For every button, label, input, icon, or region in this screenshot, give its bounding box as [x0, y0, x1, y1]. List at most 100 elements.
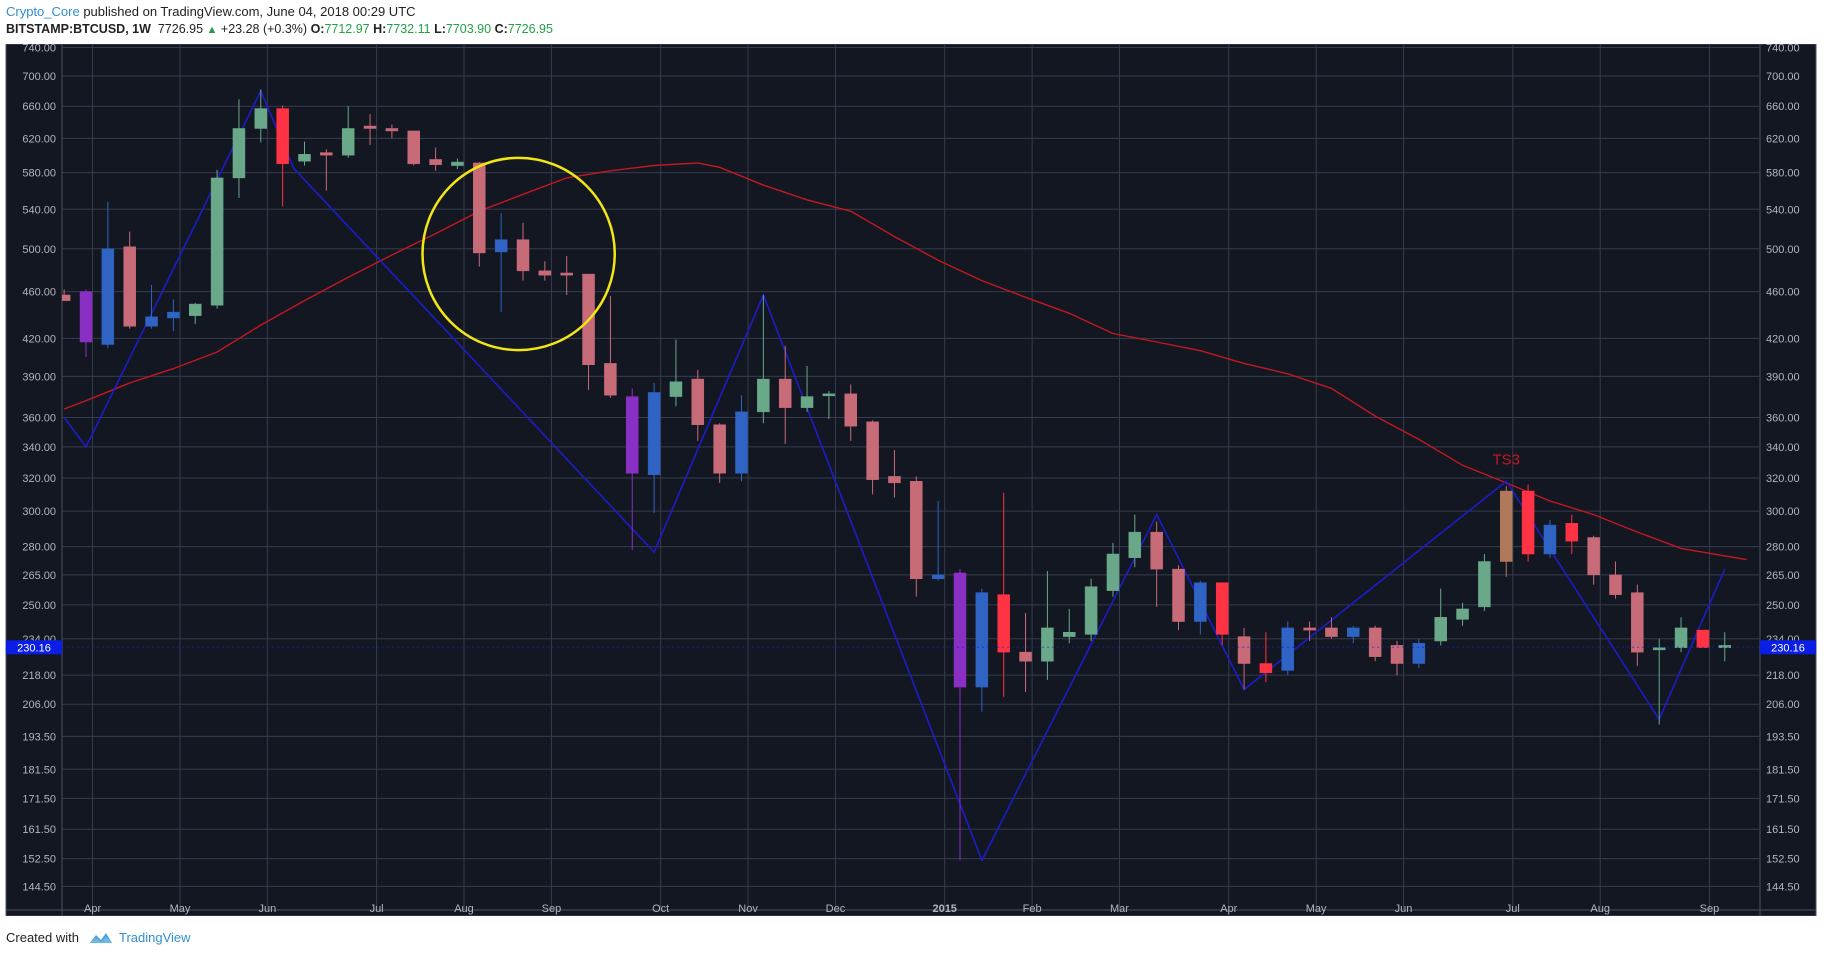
- candle[interactable]: [232, 99, 246, 198]
- candle[interactable]: [1587, 535, 1600, 585]
- y-tick-label-right: 360.00: [1766, 413, 1800, 425]
- y-tick-label-right: 700.00: [1766, 71, 1800, 83]
- candle[interactable]: [1456, 602, 1469, 626]
- candlestick-chart[interactable]: 740.00 740.00 700.00 700.00 660.00 660.00 620.…: [0, 44, 1824, 916]
- candle[interactable]: [778, 345, 792, 444]
- candle-body: [844, 393, 857, 427]
- candle[interactable]: [341, 106, 355, 158]
- candle[interactable]: [1106, 542, 1120, 597]
- candle[interactable]: [1347, 625, 1360, 644]
- candle[interactable]: [844, 384, 857, 441]
- candle-body: [298, 154, 311, 162]
- candle-body: [1478, 561, 1491, 608]
- candle[interactable]: [1368, 625, 1382, 662]
- candle[interactable]: [604, 296, 617, 398]
- candle[interactable]: [757, 294, 770, 424]
- candle[interactable]: [713, 423, 726, 483]
- candle[interactable]: [320, 149, 333, 191]
- candle[interactable]: [735, 395, 748, 482]
- candle[interactable]: [494, 213, 508, 313]
- candle[interactable]: [516, 222, 530, 281]
- candle[interactable]: [1325, 617, 1338, 639]
- candle[interactable]: [691, 369, 705, 441]
- candle[interactable]: [647, 383, 661, 513]
- y-tick-label-left: 390.00: [22, 371, 56, 383]
- author-link[interactable]: Crypto_Core: [6, 4, 80, 19]
- candle-body: [669, 381, 683, 397]
- candle[interactable]: [1412, 638, 1426, 669]
- candle[interactable]: [145, 284, 158, 329]
- candle[interactable]: [953, 569, 967, 861]
- candle[interactable]: [626, 388, 639, 551]
- candle[interactable]: [1215, 582, 1229, 646]
- candle[interactable]: [167, 299, 180, 332]
- candle[interactable]: [1019, 613, 1032, 692]
- candle-body: [604, 363, 617, 396]
- candle[interactable]: [1500, 486, 1513, 577]
- candle[interactable]: [997, 492, 1010, 697]
- candle[interactable]: [429, 147, 442, 171]
- candle[interactable]: [1434, 588, 1447, 646]
- candle[interactable]: [385, 124, 399, 139]
- candle[interactable]: [58, 289, 71, 301]
- candle[interactable]: [1303, 621, 1316, 641]
- candle[interactable]: [1609, 561, 1622, 599]
- y-tick-label-left: 193.50: [22, 731, 56, 743]
- x-tick-label: Jul: [1506, 903, 1520, 915]
- candle[interactable]: [1150, 521, 1163, 607]
- candle[interactable]: [1237, 627, 1251, 690]
- candle-body: [1019, 651, 1032, 662]
- candle[interactable]: [298, 141, 311, 166]
- candle[interactable]: [79, 289, 93, 358]
- candle[interactable]: [473, 162, 486, 267]
- candle[interactable]: [1521, 484, 1535, 562]
- candle[interactable]: [975, 588, 989, 712]
- open-value: 7712.97: [324, 22, 370, 36]
- candle[interactable]: [866, 420, 879, 495]
- candle-body: [1259, 663, 1273, 674]
- candle[interactable]: [1565, 514, 1579, 554]
- y-tick-label-left: 620.00: [22, 133, 56, 145]
- candle-body: [691, 378, 705, 425]
- tradingview-link[interactable]: TradingView: [89, 930, 191, 945]
- candle-body: [341, 128, 355, 156]
- y-tick-label-left: 660.00: [22, 101, 56, 113]
- candle[interactable]: [800, 365, 814, 412]
- candle[interactable]: [1259, 632, 1273, 683]
- y-tick-label-left: 250.00: [22, 600, 56, 612]
- candle[interactable]: [254, 89, 268, 143]
- symbol-label: BITSTAMP:BTCUSD, 1W: [6, 22, 151, 36]
- candle[interactable]: [1674, 617, 1688, 653]
- candle[interactable]: [1194, 580, 1207, 635]
- candle[interactable]: [1652, 638, 1666, 725]
- candle[interactable]: [888, 449, 901, 498]
- candle[interactable]: [669, 339, 683, 407]
- candle[interactable]: [1281, 621, 1294, 676]
- candle[interactable]: [1041, 571, 1054, 680]
- candle[interactable]: [1696, 629, 1710, 648]
- candle[interactable]: [101, 201, 115, 349]
- candle[interactable]: [123, 231, 136, 329]
- candle[interactable]: [451, 158, 464, 170]
- candle[interactable]: [1390, 640, 1404, 676]
- candle[interactable]: [1063, 608, 1076, 644]
- candle[interactable]: [189, 302, 202, 324]
- candle[interactable]: [1084, 578, 1098, 641]
- y-tick-label-left: 360.00: [22, 413, 56, 425]
- candle[interactable]: [1718, 632, 1731, 662]
- candle[interactable]: [363, 114, 377, 146]
- candle[interactable]: [1478, 553, 1491, 612]
- candle[interactable]: [560, 256, 573, 295]
- candle[interactable]: [822, 391, 836, 419]
- candle[interactable]: [1172, 565, 1185, 631]
- candle[interactable]: [538, 261, 552, 281]
- candle[interactable]: [1631, 584, 1644, 666]
- candle[interactable]: [1543, 519, 1557, 558]
- candle[interactable]: [910, 476, 923, 597]
- candle[interactable]: [276, 105, 289, 207]
- candle[interactable]: [210, 169, 224, 309]
- candle[interactable]: [931, 501, 945, 581]
- candle[interactable]: [1128, 514, 1142, 568]
- candle[interactable]: [407, 130, 420, 166]
- y-tick-label-left: 740.00: [22, 44, 56, 54]
